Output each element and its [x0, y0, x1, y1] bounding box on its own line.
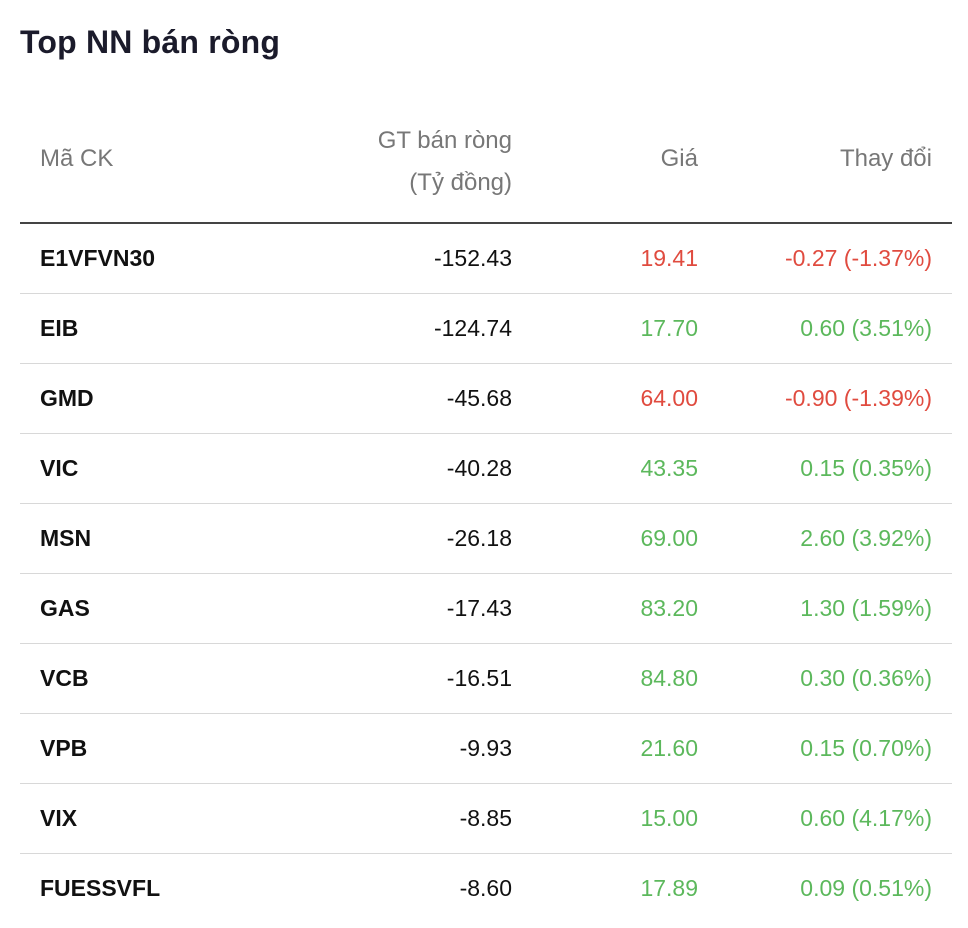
price-cell: 19.41	[640, 245, 698, 271]
net-sell-table: Mã CK GT bán ròng (Tỷ đồng) Giá Thay đổi…	[20, 100, 952, 923]
column-header-net-sell-value[interactable]: GT bán ròng (Tỷ đồng)	[378, 120, 512, 204]
symbol-cell[interactable]: FUESSVFL	[40, 875, 161, 901]
symbol-cell[interactable]: VCB	[40, 665, 89, 691]
change-cell: 2.60 (3.92%)	[800, 525, 932, 551]
column-header-price[interactable]: Giá	[660, 145, 698, 172]
table-row[interactable]: VCB -16.51 84.80 0.30 (0.36%)	[20, 644, 952, 714]
symbol-cell[interactable]: MSN	[40, 525, 92, 551]
net-sell-value-cell: -40.28	[446, 455, 512, 481]
net-sell-value-cell: -8.85	[459, 805, 512, 831]
table-body: E1VFVN30 -152.43 19.41 -0.27 (-1.37%) EI…	[20, 224, 952, 923]
change-cell: -0.90 (-1.39%)	[784, 385, 932, 411]
price-cell: 15.00	[640, 805, 698, 831]
net-sell-value-cell: -45.68	[446, 385, 512, 411]
table-row[interactable]: VIX -8.85 15.00 0.60 (4.17%)	[20, 784, 952, 854]
change-cell: 0.30 (0.36%)	[800, 665, 932, 691]
table-row[interactable]: VIC -40.28 43.35 0.15 (0.35%)	[20, 434, 952, 504]
table-header: Mã CK GT bán ròng (Tỷ đồng) Giá Thay đổi	[20, 100, 952, 224]
table-row[interactable]: E1VFVN30 -152.43 19.41 -0.27 (-1.37%)	[20, 224, 952, 294]
net-sell-value-cell: -152.43	[433, 245, 512, 271]
change-cell: 0.15 (0.35%)	[800, 455, 932, 481]
price-cell: 64.00	[640, 385, 698, 411]
table-row[interactable]: GMD -45.68 64.00 -0.90 (-1.39%)	[20, 364, 952, 434]
symbol-cell[interactable]: VIC	[40, 455, 79, 481]
net-sell-value-cell: -16.51	[446, 665, 512, 691]
symbol-cell[interactable]: E1VFVN30	[40, 245, 156, 271]
table-row[interactable]: MSN -26.18 69.00 2.60 (3.92%)	[20, 504, 952, 574]
price-cell: 21.60	[640, 735, 698, 761]
change-cell: 0.15 (0.70%)	[800, 735, 932, 761]
column-header-symbol[interactable]: Mã CK	[40, 145, 114, 172]
change-cell: 0.09 (0.51%)	[800, 875, 932, 901]
net-sell-value-cell: -8.60	[459, 875, 512, 901]
change-cell: -0.27 (-1.37%)	[784, 245, 932, 271]
table-row[interactable]: VPB -9.93 21.60 0.15 (0.70%)	[20, 714, 952, 784]
change-cell: 0.60 (4.17%)	[800, 805, 932, 831]
column-header-change[interactable]: Thay đổi	[839, 145, 932, 172]
price-cell: 43.35	[640, 455, 698, 481]
symbol-cell[interactable]: EIB	[40, 315, 79, 341]
net-sell-value-cell: -26.18	[446, 525, 512, 551]
price-cell: 84.80	[640, 665, 698, 691]
page-title: Top NN bán ròng	[20, 24, 281, 60]
symbol-cell[interactable]: VIX	[40, 805, 78, 831]
price-cell: 69.00	[640, 525, 698, 551]
symbol-cell[interactable]: VPB	[40, 735, 88, 761]
price-cell: 17.70	[640, 315, 698, 341]
table-row[interactable]: GAS -17.43 83.20 1.30 (1.59%)	[20, 574, 952, 644]
table-row[interactable]: EIB -124.74 17.70 0.60 (3.51%)	[20, 294, 952, 364]
net-sell-value-cell: -9.93	[459, 735, 512, 761]
price-cell: 83.20	[640, 595, 698, 621]
symbol-cell[interactable]: GMD	[40, 385, 94, 411]
price-cell: 17.89	[640, 875, 698, 901]
column-header-net-sell-value-line2: (Tỷ đồng)	[409, 169, 512, 196]
table-row[interactable]: FUESSVFL -8.60 17.89 0.09 (0.51%)	[20, 854, 952, 923]
symbol-cell[interactable]: GAS	[40, 595, 90, 621]
net-sell-value-cell: -124.74	[433, 315, 512, 341]
change-cell: 1.30 (1.59%)	[800, 595, 932, 621]
column-header-net-sell-value-line1: GT bán ròng	[377, 127, 512, 154]
net-sell-value-cell: -17.43	[446, 595, 512, 621]
change-cell: 0.60 (3.51%)	[800, 315, 932, 341]
